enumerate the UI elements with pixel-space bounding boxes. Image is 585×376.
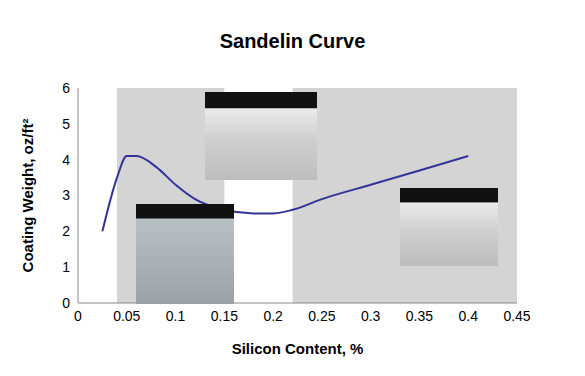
svg-text:Silicon Content, %: Silicon Content, % bbox=[232, 340, 364, 357]
svg-text:0.35: 0.35 bbox=[406, 308, 433, 324]
svg-text:2: 2 bbox=[62, 223, 70, 239]
svg-text:Coating Weight, oz/ft²: Coating Weight, oz/ft² bbox=[19, 119, 36, 273]
svg-text:0.05: 0.05 bbox=[113, 308, 140, 324]
svg-text:0: 0 bbox=[62, 295, 70, 311]
svg-text:0: 0 bbox=[74, 308, 82, 324]
html-text:Sandelin Curve: Sandelin Curve bbox=[219, 30, 366, 52]
svg-text:0.3: 0.3 bbox=[361, 308, 381, 324]
svg-text:1: 1 bbox=[62, 259, 70, 275]
svg-text:0.25: 0.25 bbox=[308, 308, 335, 324]
svg-text:0.2: 0.2 bbox=[263, 308, 283, 324]
svg-text:3: 3 bbox=[62, 187, 70, 203]
svg-text:0.1: 0.1 bbox=[166, 308, 186, 324]
svg-text:4: 4 bbox=[62, 152, 70, 168]
svg-text:6: 6 bbox=[62, 80, 70, 96]
svg-text:0.15: 0.15 bbox=[211, 308, 238, 324]
svg-text:0.4: 0.4 bbox=[458, 308, 478, 324]
svg-text:5: 5 bbox=[62, 116, 70, 132]
svg-text:0.45: 0.45 bbox=[503, 308, 530, 324]
